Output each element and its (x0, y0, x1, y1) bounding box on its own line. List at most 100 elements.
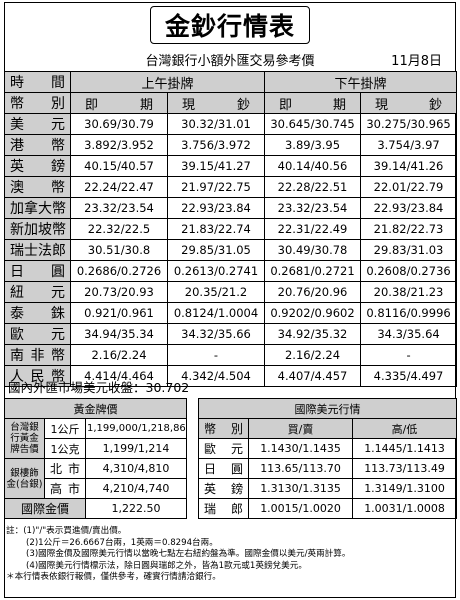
am-spot-value: 20.73/20.93 (70, 281, 168, 303)
pm-spot-value: 34.92/35.32 (264, 323, 362, 345)
rate-row: 新加坡幣 22.32/22.5 21.83/22.74 22.31/22.49 21.8… (4, 218, 458, 240)
pm-label: 下午掛牌 (264, 71, 458, 93)
currency-name: 美元 (4, 113, 71, 135)
am-cash-value: 21.83/22.74 (166, 218, 266, 240)
am-spot-value: 22.24/22.47 (70, 176, 168, 198)
pm-cash-value: 22.01/22.79 (360, 176, 458, 198)
pm-cash-value: 4.335/4.497 (360, 365, 458, 387)
pm-spot-value: 4.407/4.457 (264, 365, 362, 387)
note: (4)國際美元行情標示法，除日圓與瑞郎之外，皆為1歐元或1英鎊兌美元。 (26, 560, 307, 571)
usd-row-highlow: 1.1445/1.1413 (352, 438, 458, 459)
pm-cash-value: 0.2608/0.2736 (360, 260, 458, 282)
currency-name: 紐元 (4, 281, 71, 303)
gold-usd-header: 黃金牌價 國際美元行情 (3, 398, 458, 519)
am-spot-value: 2.16/2.24 (70, 344, 168, 366)
time-label: 時 間 (4, 71, 71, 93)
currency-name: 澳幣 (4, 176, 71, 198)
row-5: 國際金價 1,222.50 瑞 郎 1.0015/1.0020 1.0031/1… (4, 498, 458, 519)
am-spot-value: 4.414/4.464 (70, 365, 168, 387)
am-cash-value: 3.756/3.972 (166, 134, 266, 156)
pm-spot-value: 30.49/30.78 (264, 239, 362, 261)
row-3: 銀樓飾金(台銀) 北 市 4,310/4,810 日 圓 113.65/113.… (4, 458, 458, 499)
am-cash-value: 39.15/41.27 (166, 155, 266, 177)
currency-name: 人民幣 (4, 365, 71, 387)
am-spot-value: 40.15/40.57 (70, 155, 168, 177)
gold-unit-kg: 1公斤 (44, 418, 86, 439)
rate-body: 美元 30.69/30.79 30.32/31.01 30.645/30.745 30.… (4, 113, 458, 387)
am-cash-label: 現 鈔 (166, 92, 266, 114)
usd-row-buysell: 113.65/113.70 (248, 458, 354, 479)
pm-cash-value: 0.8116/0.9996 (360, 302, 458, 324)
pm-spot-value: 22.31/22.49 (264, 218, 362, 240)
rate-row: 加拿大幣 23.32/23.54 22.93/23.84 23.32/23.54 22.… (4, 197, 458, 219)
silver-value: 4,310/4,810 (84, 458, 188, 479)
silver-city: 高 市 (44, 478, 86, 499)
note: 註：(1)"/"表示買進價/賣出價。 (6, 526, 127, 536)
spacer (186, 398, 200, 519)
exchange-rate-table: 時 間 上午掛牌 下午掛牌 幣 別 即 期 現 鈔 即 期 現 鈔 美元 30.6… (4, 71, 458, 387)
pm-spot-value: 22.28/22.51 (264, 176, 362, 198)
rate-row: 英鎊 40.15/40.57 39.15/41.27 40.14/40.56 39.14… (4, 155, 458, 177)
silver-value: 4,210/4,740 (84, 478, 188, 499)
am-spot-value: 30.51/30.8 (70, 239, 168, 261)
usd-col-buysell: 買/賣 (248, 418, 354, 439)
rate-row: 港幣 3.892/3.952 3.756/3.972 3.89/3.95 3.754/3… (4, 134, 458, 156)
am-spot-value: 3.892/3.952 (70, 134, 168, 156)
usd-col-highlow: 高/低 (352, 418, 458, 439)
am-cash-value: 20.35/21.2 (166, 281, 266, 303)
usd-row-highlow: 1.0031/1.0008 (352, 498, 458, 519)
am-spot-value: 23.32/23.54 (70, 197, 168, 219)
pm-cash-label: 現 鈔 (360, 92, 458, 114)
am-spot-value: 22.32/22.5 (70, 218, 168, 240)
currency-name: 日圓 (4, 260, 71, 282)
currency-name: 歐元 (4, 323, 71, 345)
am-spot-value: 30.69/30.79 (70, 113, 168, 135)
currency-name: 英鎊 (4, 155, 71, 177)
silver-label: 銀樓飾金(台銀) (4, 458, 45, 499)
intl-gold-label: 國際金價 (4, 498, 86, 519)
rate-row: 日圓 0.2686/0.2726 0.2613/0.2741 0.2681/0.272… (4, 260, 458, 282)
am-cash-value: 0.8124/1.0004 (166, 302, 266, 324)
rate-row: 人民幣 4.414/4.464 4.342/4.504 4.407/4.457 4.33… (4, 365, 458, 387)
rate-row: 南非幣 2.16/2.24-2.16/2.24- (4, 344, 458, 366)
pm-spot-label: 即 期 (264, 92, 362, 114)
note: (2)1公斤＝26.6667台兩，1英兩＝0.8294台兩。 (26, 537, 218, 548)
usd-row-highlow: 1.3149/1.3100 (352, 478, 458, 499)
subtitle-bar: 台灣銀行小額外匯交易參考價 11月8日 (4, 48, 456, 69)
usd-row-highlow: 113.73/113.49 (352, 458, 458, 479)
gold-unit-g: 1公克 (44, 438, 86, 459)
silver-city: 北 市 (44, 458, 86, 479)
currency-name: 南非幣 (4, 344, 71, 366)
row-4: 高 市 4,210/4,740 英 鎊 1.3130/1.3135 1.3149… (5, 478, 458, 499)
rate-row: 泰銖 0.921/0.961 0.8124/1.0004 0.9202/0.9602 0… (4, 302, 458, 324)
am-spot-value: 0.921/0.961 (70, 302, 168, 324)
pm-cash-value: 34.3/35.64 (360, 323, 458, 345)
pm-cash-value: 22.93/23.84 (360, 197, 458, 219)
pm-cash-value: 20.38/21.23 (360, 281, 458, 303)
am-cash-value: 0.2613/0.2741 (166, 260, 266, 282)
usd-row-currency: 英 鎊 (198, 478, 250, 499)
am-cash-value: 21.97/22.75 (166, 176, 266, 198)
am-cash-value: 29.85/31.05 (166, 239, 266, 261)
am-cash-value: - (166, 344, 266, 366)
pm-cash-value: 30.275/30.965 (360, 113, 458, 135)
rate-row: 歐元 34.94/35.34 34.32/35.66 34.92/35.32 34.3/… (4, 323, 458, 345)
row-1: 台灣銀行黃金牌告價 1公斤 1,199,000/1,218,860 幣 別 買/… (4, 418, 458, 459)
usd-row-buysell: 1.0015/1.0020 (248, 498, 354, 519)
gold-value-kg: 1,199,000/1,218,860 (84, 418, 188, 439)
rate-row: 美元 30.69/30.79 30.32/31.01 30.645/30.745 30.… (4, 113, 458, 135)
currency-name: 瑞士法郎 (4, 239, 71, 261)
usd-row-buysell: 1.3130/1.3135 (248, 478, 354, 499)
pm-cash-value: - (360, 344, 458, 366)
domestic-index: 國內外匯市場美元收盤：30.702 (8, 380, 190, 395)
currency-name: 泰銖 (4, 302, 71, 324)
am-cash-value: 22.93/23.84 (166, 197, 266, 219)
note: (3)國際金價及國際美元行情以當晚七點左右紐約盤為準。國際金價以美元/英兩計算。 (26, 549, 351, 559)
currency-name: 加拿大幣 (4, 197, 71, 219)
pm-cash-value: 3.754/3.97 (360, 134, 458, 156)
am-cash-value: 34.32/35.66 (166, 323, 266, 345)
am-cash-value: 4.342/4.504 (166, 365, 266, 387)
pm-cash-value: 29.83/31.03 (360, 239, 458, 261)
currency-label: 幣 別 (4, 92, 71, 114)
rate-row: 澳幣 22.24/22.47 21.97/22.75 22.28/22.51 22.01… (4, 176, 458, 198)
